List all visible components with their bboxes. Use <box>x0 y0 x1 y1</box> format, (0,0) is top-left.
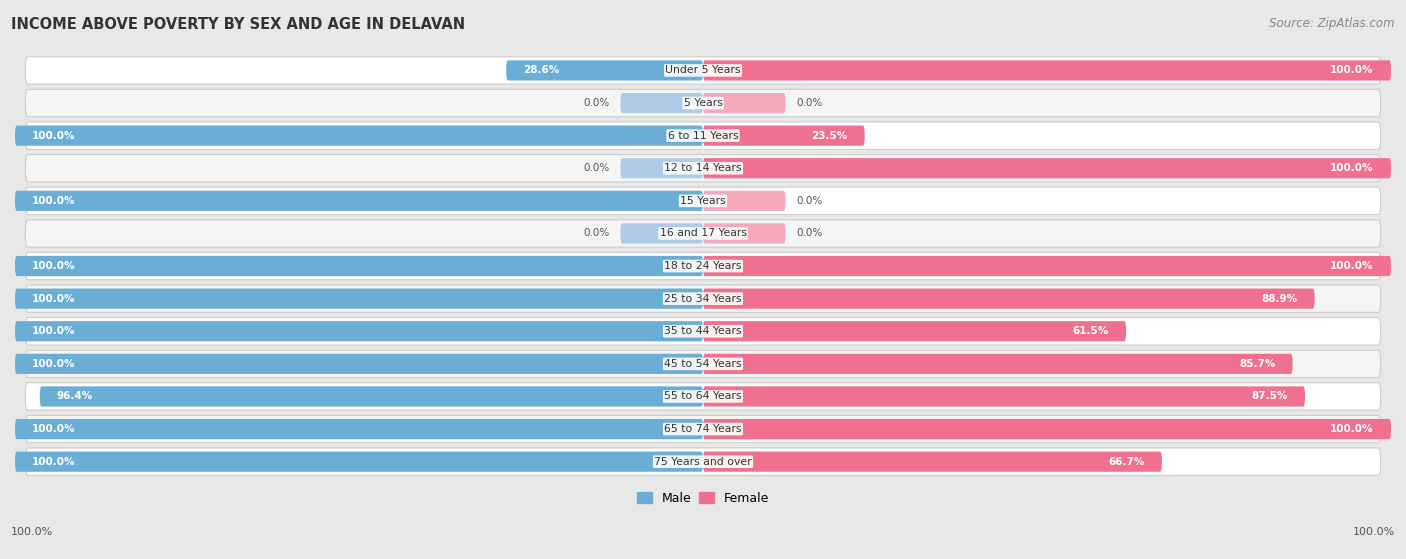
Text: 100.0%: 100.0% <box>32 424 76 434</box>
Text: 23.5%: 23.5% <box>811 131 848 141</box>
Text: INCOME ABOVE POVERTY BY SEX AND AGE IN DELAVAN: INCOME ABOVE POVERTY BY SEX AND AGE IN D… <box>11 17 465 32</box>
Text: 45 to 54 Years: 45 to 54 Years <box>664 359 742 369</box>
Text: 100.0%: 100.0% <box>1330 261 1374 271</box>
Text: Under 5 Years: Under 5 Years <box>665 65 741 75</box>
FancyBboxPatch shape <box>25 89 1381 117</box>
FancyBboxPatch shape <box>25 448 1381 475</box>
Text: 0.0%: 0.0% <box>796 98 823 108</box>
FancyBboxPatch shape <box>25 122 1381 149</box>
Text: 28.6%: 28.6% <box>523 65 560 75</box>
Text: 100.0%: 100.0% <box>32 261 76 271</box>
FancyBboxPatch shape <box>703 419 1391 439</box>
FancyBboxPatch shape <box>25 187 1381 215</box>
Text: 66.7%: 66.7% <box>1108 457 1144 467</box>
FancyBboxPatch shape <box>15 256 703 276</box>
FancyBboxPatch shape <box>703 191 786 211</box>
Text: 75 Years and over: 75 Years and over <box>654 457 752 467</box>
Text: 100.0%: 100.0% <box>11 527 53 537</box>
Text: 6 to 11 Years: 6 to 11 Years <box>668 131 738 141</box>
Text: 12 to 14 Years: 12 to 14 Years <box>664 163 742 173</box>
FancyBboxPatch shape <box>703 288 1315 309</box>
FancyBboxPatch shape <box>25 154 1381 182</box>
FancyBboxPatch shape <box>25 285 1381 312</box>
Text: Source: ZipAtlas.com: Source: ZipAtlas.com <box>1270 17 1395 30</box>
Text: 65 to 74 Years: 65 to 74 Years <box>664 424 742 434</box>
FancyBboxPatch shape <box>703 452 1161 472</box>
FancyBboxPatch shape <box>15 321 703 342</box>
FancyBboxPatch shape <box>620 158 703 178</box>
Text: 0.0%: 0.0% <box>796 229 823 239</box>
FancyBboxPatch shape <box>703 60 1391 80</box>
Text: 0.0%: 0.0% <box>583 98 610 108</box>
Text: 35 to 44 Years: 35 to 44 Years <box>664 326 742 337</box>
Text: 18 to 24 Years: 18 to 24 Years <box>664 261 742 271</box>
FancyBboxPatch shape <box>703 256 1391 276</box>
FancyBboxPatch shape <box>25 383 1381 410</box>
Text: 96.4%: 96.4% <box>58 391 93 401</box>
FancyBboxPatch shape <box>15 191 703 211</box>
Text: 0.0%: 0.0% <box>583 163 610 173</box>
Text: 87.5%: 87.5% <box>1251 391 1288 401</box>
Text: 0.0%: 0.0% <box>583 229 610 239</box>
FancyBboxPatch shape <box>25 318 1381 345</box>
Legend: Male, Female: Male, Female <box>631 487 775 510</box>
Text: 0.0%: 0.0% <box>796 196 823 206</box>
FancyBboxPatch shape <box>703 354 1292 374</box>
FancyBboxPatch shape <box>703 386 1305 406</box>
FancyBboxPatch shape <box>15 126 703 146</box>
Text: 100.0%: 100.0% <box>32 131 76 141</box>
FancyBboxPatch shape <box>25 350 1381 377</box>
FancyBboxPatch shape <box>25 252 1381 280</box>
FancyBboxPatch shape <box>620 93 703 113</box>
Text: 55 to 64 Years: 55 to 64 Years <box>664 391 742 401</box>
FancyBboxPatch shape <box>703 224 786 244</box>
Text: 100.0%: 100.0% <box>32 359 76 369</box>
Text: 5 Years: 5 Years <box>683 98 723 108</box>
Text: 85.7%: 85.7% <box>1239 359 1275 369</box>
FancyBboxPatch shape <box>25 415 1381 443</box>
Text: 100.0%: 100.0% <box>32 196 76 206</box>
FancyBboxPatch shape <box>15 288 703 309</box>
Text: 100.0%: 100.0% <box>1330 163 1374 173</box>
Text: 16 and 17 Years: 16 and 17 Years <box>659 229 747 239</box>
FancyBboxPatch shape <box>15 354 703 374</box>
FancyBboxPatch shape <box>25 56 1381 84</box>
FancyBboxPatch shape <box>703 126 865 146</box>
Text: 100.0%: 100.0% <box>1330 65 1374 75</box>
FancyBboxPatch shape <box>620 224 703 244</box>
FancyBboxPatch shape <box>703 158 1391 178</box>
Text: 100.0%: 100.0% <box>32 326 76 337</box>
FancyBboxPatch shape <box>15 452 703 472</box>
Text: 88.9%: 88.9% <box>1261 293 1298 304</box>
FancyBboxPatch shape <box>25 220 1381 247</box>
Text: 100.0%: 100.0% <box>1353 527 1395 537</box>
FancyBboxPatch shape <box>703 321 1126 342</box>
FancyBboxPatch shape <box>15 419 703 439</box>
Text: 25 to 34 Years: 25 to 34 Years <box>664 293 742 304</box>
Text: 15 Years: 15 Years <box>681 196 725 206</box>
FancyBboxPatch shape <box>39 386 703 406</box>
Text: 61.5%: 61.5% <box>1073 326 1109 337</box>
FancyBboxPatch shape <box>703 93 786 113</box>
Text: 100.0%: 100.0% <box>32 457 76 467</box>
Text: 100.0%: 100.0% <box>32 293 76 304</box>
Text: 100.0%: 100.0% <box>1330 424 1374 434</box>
FancyBboxPatch shape <box>506 60 703 80</box>
